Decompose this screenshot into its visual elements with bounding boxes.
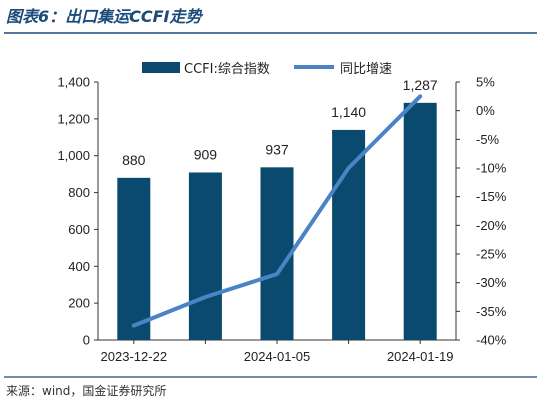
source-note: 来源：wind，国金证券研究所 xyxy=(6,383,166,398)
right-tick-label: -15% xyxy=(476,189,507,204)
right-tick-label: 5% xyxy=(476,75,495,90)
right-tick-label: -25% xyxy=(476,247,507,262)
bar xyxy=(403,102,437,341)
figure-title: 图表6：出口集运CCFI走势 xyxy=(6,7,204,26)
right-tick-label: -30% xyxy=(476,275,507,290)
left-tick-label: 1,000 xyxy=(57,148,90,163)
right-tick-label: -5% xyxy=(476,132,500,147)
x-tick-label: 2024-01-05 xyxy=(244,349,311,364)
left-tick-label: 600 xyxy=(68,222,90,237)
legend-label-line: 同比增速 xyxy=(340,62,392,77)
right-tick-label: -10% xyxy=(476,161,507,176)
left-tick-label: 800 xyxy=(68,185,90,200)
bar-data-label: 909 xyxy=(194,146,218,162)
bar-data-label: 1,287 xyxy=(403,77,438,93)
legend-label-bar: CCFI:综合指数 xyxy=(184,62,270,77)
bar-data-label: 880 xyxy=(122,152,146,168)
bar xyxy=(117,177,151,340)
bar xyxy=(332,129,366,340)
right-tick-label: -35% xyxy=(476,304,507,319)
left-tick-label: 400 xyxy=(68,259,90,274)
bar xyxy=(260,167,294,340)
left-tick-label: 1,400 xyxy=(57,75,90,90)
x-tick-label: 2024-01-19 xyxy=(387,349,454,364)
yoy-growth-line xyxy=(131,94,423,328)
legend-swatch-bar xyxy=(142,62,180,73)
right-tick-label: -20% xyxy=(476,218,507,233)
bar-data-label: 1,140 xyxy=(331,104,366,120)
right-tick-label: -40% xyxy=(476,333,507,348)
plot-area: 0 200 400 600 800 1,000 1,200 1,400 5% 0% -5% -10% -… xyxy=(57,75,506,365)
x-tick-label: 2023-12-22 xyxy=(101,349,168,364)
left-tick-label: 1,200 xyxy=(57,111,90,126)
bar-data-label: 937 xyxy=(265,141,289,157)
bar xyxy=(188,172,222,340)
legend: CCFI:综合指数 同比增速 xyxy=(142,62,392,77)
left-tick-label: 200 xyxy=(68,296,90,311)
right-tick-label: 0% xyxy=(476,103,495,118)
left-tick-label: 0 xyxy=(83,333,90,348)
